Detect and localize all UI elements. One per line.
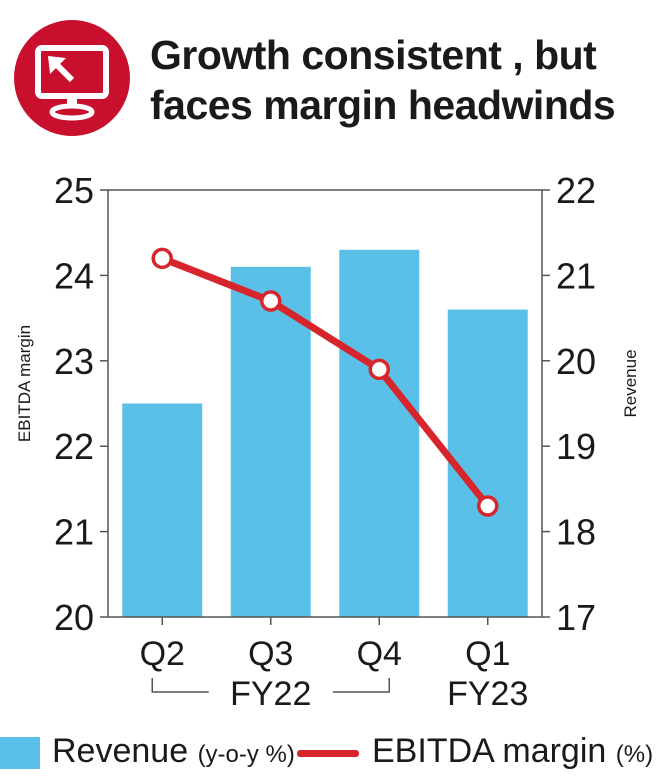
y-left-tick-label: 20 bbox=[54, 597, 94, 638]
group-label-fy22: FY22 bbox=[230, 675, 311, 713]
revenue-bar-q3 bbox=[230, 266, 311, 617]
legend-ebitda-name: EBITDA margin bbox=[372, 732, 607, 770]
legend-ebitda-line bbox=[297, 750, 359, 757]
x-tick-label-q2: Q2 bbox=[140, 635, 185, 673]
y-right-axis-title: Revenue bbox=[621, 349, 640, 417]
legend-revenue-label: Revenue (y-o-y %) bbox=[52, 732, 295, 771]
revenue-bar-q4 bbox=[339, 249, 420, 617]
y-right-tick-label: 21 bbox=[556, 255, 596, 296]
legend: Revenue (y-o-y %) EBITDA margin (%) bbox=[0, 724, 660, 774]
ebitda-point-q1 bbox=[477, 495, 499, 517]
legend-revenue-name: Revenue bbox=[52, 732, 189, 770]
legend-ebitda-label: EBITDA margin (%) bbox=[372, 732, 653, 771]
revenue-bar-q1 bbox=[447, 309, 528, 617]
x-tick-label-q3: Q3 bbox=[248, 635, 293, 673]
combo-chart: 20 21 22 23 24 25 17 18 19 20 21 22 EBITDA margin Rev… bbox=[15, 170, 640, 713]
group-bracket-right bbox=[332, 678, 390, 693]
ebitda-margin-line bbox=[158, 254, 492, 510]
y-left-tick-label: 24 bbox=[54, 255, 94, 296]
y-right-tick-label: 20 bbox=[556, 341, 596, 382]
y-right-tick-label: 22 bbox=[556, 170, 596, 211]
title-line-2: faces margin headwinds bbox=[150, 82, 616, 128]
y-right-tick-label: 19 bbox=[556, 426, 596, 467]
ebitda-point-q3 bbox=[260, 290, 282, 312]
y-left-axis-title: EBITDA margin bbox=[15, 325, 34, 442]
y-left-tick-label: 23 bbox=[54, 341, 94, 382]
legend-revenue-swatch bbox=[0, 737, 40, 769]
x-tick-label-q1: Q1 bbox=[465, 635, 510, 673]
y-left-tick-label: 25 bbox=[54, 170, 94, 211]
revenue-bar-q2 bbox=[122, 403, 203, 617]
ebitda-point-q2 bbox=[151, 247, 173, 270]
group-label-fy23: FY23 bbox=[447, 675, 528, 713]
title-line-1: Growth consistent , but bbox=[150, 32, 597, 78]
y-right-tick-label: 17 bbox=[556, 597, 596, 638]
chart-title: Growth consistent , but faces margin hea… bbox=[150, 30, 650, 130]
legend-ebitda-unit: (%) bbox=[615, 741, 654, 768]
y-left-tick-label: 21 bbox=[54, 512, 94, 553]
plot-frame bbox=[107, 189, 543, 618]
monitor-cursor-icon bbox=[14, 20, 130, 136]
group-bracket-left bbox=[151, 678, 209, 693]
x-tick-label-q4: Q4 bbox=[357, 635, 402, 673]
y-left-tick-label: 22 bbox=[54, 426, 94, 467]
ebitda-point-q4 bbox=[368, 358, 390, 381]
y-right-tick-label: 18 bbox=[556, 512, 596, 553]
legend-revenue-unit: (y-o-y %) bbox=[197, 741, 295, 768]
